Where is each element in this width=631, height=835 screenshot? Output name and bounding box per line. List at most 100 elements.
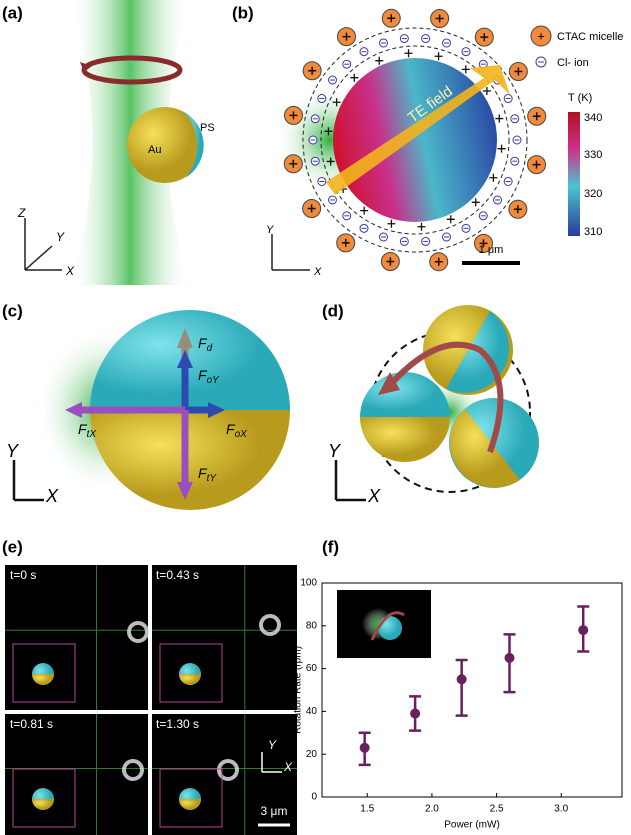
x-tick-label: 1.5 xyxy=(360,804,374,815)
time-label: t=0.81 s xyxy=(10,717,53,731)
axes-icon xyxy=(12,460,44,502)
surface-charge xyxy=(495,114,504,123)
plus xyxy=(480,33,489,42)
colorbar-tick: 320 xyxy=(584,188,602,200)
inset-half xyxy=(179,674,201,685)
plus xyxy=(513,205,522,214)
rotation-arrow xyxy=(387,341,504,453)
plus xyxy=(341,238,350,247)
axis-label: Z xyxy=(17,206,26,220)
plus xyxy=(307,204,316,213)
frame xyxy=(152,565,297,710)
frame xyxy=(5,565,148,710)
legend-label: Cl- ion xyxy=(557,57,589,69)
surface-charge xyxy=(417,222,426,231)
particle-image xyxy=(217,759,239,781)
scale-label: 1 μm xyxy=(479,244,504,256)
inset-box xyxy=(12,643,76,703)
colorbar-title: T (K) xyxy=(568,92,592,104)
plus xyxy=(434,257,443,266)
data-point xyxy=(504,652,515,663)
axes-icon xyxy=(271,234,310,271)
data-point xyxy=(359,742,370,753)
axis-label: Y xyxy=(56,230,65,244)
force-label: FoY xyxy=(198,367,220,386)
axes-icon xyxy=(261,752,282,773)
ps-shell xyxy=(182,111,204,178)
plus xyxy=(514,67,523,76)
y-axis-label: Rotation Rate (rpm) xyxy=(293,646,304,734)
arrow-head xyxy=(80,62,92,72)
error-bar xyxy=(455,658,468,717)
force-label: FoX xyxy=(226,421,247,440)
plus xyxy=(479,239,488,248)
arrow-head xyxy=(378,372,400,395)
axis-label: Y xyxy=(328,441,342,461)
plus xyxy=(386,257,395,266)
colorbar xyxy=(568,112,580,236)
axis-label: X xyxy=(313,266,322,278)
plus xyxy=(532,112,541,121)
axis-label: X xyxy=(45,486,59,506)
plus xyxy=(342,32,351,41)
axis-label: X xyxy=(65,264,75,278)
panel-label: (d) xyxy=(322,301,344,320)
force-arrows xyxy=(80,345,210,485)
inset-particle xyxy=(378,616,402,640)
colorbar-tick: 340 xyxy=(584,112,602,124)
y-tick-label: 80 xyxy=(306,620,318,631)
plus xyxy=(308,66,317,75)
surface-charge xyxy=(471,198,480,207)
plus xyxy=(532,160,541,169)
y-tick-label: 20 xyxy=(306,749,318,760)
video-frames xyxy=(5,565,297,835)
colorbar-tick: 310 xyxy=(584,226,602,238)
legend-symbol: + xyxy=(537,28,545,43)
time-label: t=0.43 s xyxy=(156,568,199,582)
temperature-map xyxy=(333,58,497,222)
plot-frame xyxy=(321,582,623,798)
y-tick-label: 100 xyxy=(300,578,317,589)
field-arrow xyxy=(326,65,510,195)
force-label: FtX xyxy=(78,421,96,440)
legend-marker xyxy=(530,25,552,47)
plus xyxy=(387,14,396,23)
force-label: Fd xyxy=(198,335,213,354)
surface-charge xyxy=(375,56,384,65)
arrow-heads xyxy=(65,328,225,500)
panel-label: (c) xyxy=(2,301,23,320)
axis-label: Y xyxy=(266,224,274,236)
inset-half xyxy=(32,799,54,810)
x-tick-label: 3.0 xyxy=(554,804,568,815)
chart: 0 20 40 60 80 100 1.5 2.0 2.5 3.0 Power (mW) Rotati… xyxy=(293,578,623,831)
particles xyxy=(360,305,539,488)
ion-layer xyxy=(283,8,547,272)
surface-charge xyxy=(350,73,359,82)
scale-label: 3 μm xyxy=(261,804,288,818)
data-point xyxy=(578,625,589,636)
surface-charge xyxy=(387,219,396,228)
y-tick-label: 60 xyxy=(306,663,318,674)
y-tick-label: 40 xyxy=(306,706,318,717)
inner-layer xyxy=(320,45,510,235)
inset-box xyxy=(12,768,76,828)
plus xyxy=(289,159,298,168)
time-label: t=1.30 s xyxy=(156,717,199,731)
surface-charge xyxy=(404,49,413,58)
surface-charge xyxy=(482,87,491,96)
panel-label: (a) xyxy=(2,3,23,22)
legend-label: CTAC micelle xyxy=(557,31,623,43)
data-point xyxy=(456,674,467,685)
particle-image xyxy=(122,759,144,781)
inset-half xyxy=(32,674,54,685)
plus xyxy=(289,111,298,120)
outer-layer xyxy=(302,27,528,253)
axis-label: X xyxy=(283,760,293,774)
error-bar xyxy=(503,633,516,694)
surface-charge xyxy=(446,215,455,224)
shell-label: PS xyxy=(200,122,215,134)
inset-box xyxy=(159,768,223,828)
au-core xyxy=(127,107,203,183)
y-tick-label: 0 xyxy=(311,792,317,803)
